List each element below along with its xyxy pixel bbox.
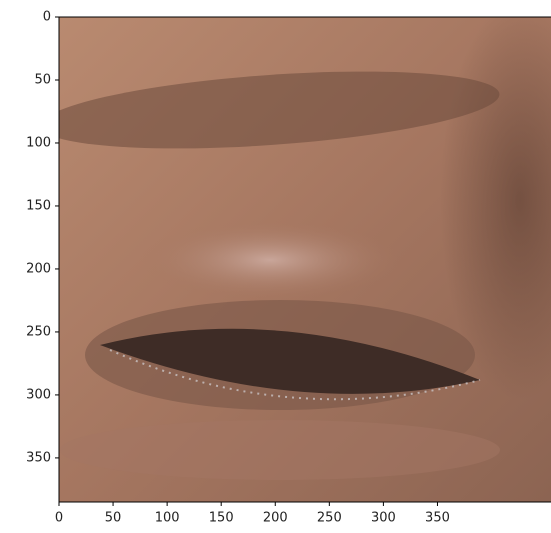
y-tick-label: 200 xyxy=(26,261,51,276)
y-tick-label: 0 xyxy=(43,10,51,25)
x-tick-label: 0 xyxy=(55,511,63,526)
y-tick-label: 350 xyxy=(26,450,51,465)
y-tick-label: 100 xyxy=(26,135,51,150)
x-tick-label: 200 xyxy=(263,511,288,526)
x-tick-label: 150 xyxy=(209,511,234,526)
y-tick-label: 150 xyxy=(26,198,51,213)
chart: 0 50 100 150 200 250 300 350 0 50 100 150 200 250 300 3… xyxy=(0,0,551,533)
image xyxy=(38,0,551,502)
y-tick-label: 300 xyxy=(26,387,51,402)
x-tick-label: 350 xyxy=(425,511,450,526)
x-tick-label: 250 xyxy=(317,511,342,526)
y-tick-label: 250 xyxy=(26,324,51,339)
x-tick-label: 100 xyxy=(155,511,180,526)
y-tick-label: 50 xyxy=(34,72,51,87)
x-tick-label: 50 xyxy=(105,511,122,526)
x-tick-label: 300 xyxy=(371,511,396,526)
